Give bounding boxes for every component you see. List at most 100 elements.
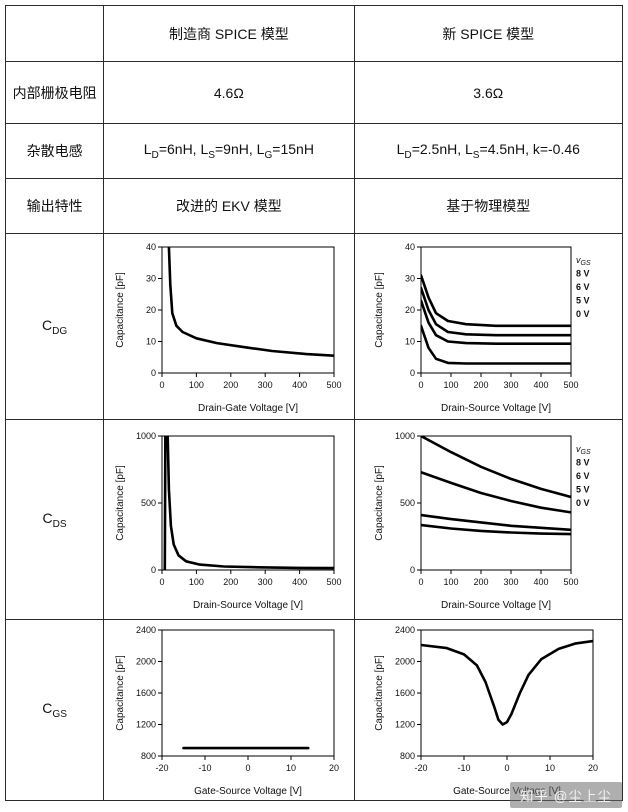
svg-text:2000: 2000 [395, 657, 415, 667]
cgs-manufacturer-chart-cell: -20 -10 0 10 20 800 1200 1600 2000 2400 Gate-Sourc… [103, 619, 355, 801]
svg-text:1200: 1200 [136, 720, 156, 730]
svg-text:Drain-Source Voltage [V]: Drain-Source Voltage [V] [193, 600, 303, 611]
svg-text:-20: -20 [155, 763, 168, 773]
output-characteristics-new: 基于物理模型 [353, 178, 624, 234]
svg-text:500: 500 [326, 380, 341, 390]
svg-text:1000: 1000 [395, 431, 415, 441]
svg-text:0: 0 [245, 763, 250, 773]
svg-text:Capacitance [pF]: Capacitance [pF] [115, 271, 126, 347]
svg-text:20: 20 [329, 763, 339, 773]
table-row: 内部栅极电阻 4.6Ω 3.6Ω [4, 61, 624, 124]
svg-text:0: 0 [151, 565, 156, 575]
header-new-model: 新 SPICE 模型 [353, 5, 624, 62]
svg-text:-20: -20 [415, 763, 428, 773]
svg-text:200: 200 [474, 380, 489, 390]
svg-text:Drain-Source Voltage [V]: Drain-Source Voltage [V] [441, 600, 551, 611]
svg-text:20: 20 [588, 763, 598, 773]
svg-text:Drain-Gate Voltage [V]: Drain-Gate Voltage [V] [198, 403, 298, 414]
svg-text:2400: 2400 [395, 625, 415, 635]
svg-text:1200: 1200 [395, 720, 415, 730]
svg-text:Capacitance [pF]: Capacitance [pF] [115, 464, 126, 540]
cgs-new-chart: -20 -10 0 10 20 800 1200 1600 2000 2400 Gate-Sourc… [374, 625, 598, 797]
svg-text:400: 400 [534, 380, 549, 390]
svg-text:10: 10 [286, 763, 296, 773]
svg-text:Gate-Source Voltage [V]: Gate-Source Voltage [V] [453, 786, 561, 797]
svg-text:100: 100 [189, 577, 204, 587]
svg-text:2400: 2400 [136, 625, 156, 635]
cgs-manufacturer-chart: -20 -10 0 10 20 800 1200 1600 2000 2400 Gate-Sourc… [115, 625, 339, 797]
svg-text:0: 0 [159, 577, 164, 587]
svg-text:0: 0 [410, 565, 415, 575]
svg-text:5 V: 5 V [576, 484, 590, 494]
cdg-new-chart-cell: 0 100 200 300 400 500 0 10 20 30 40 Drain-Source Vo… [353, 233, 624, 420]
svg-text:0: 0 [159, 380, 164, 390]
svg-text:vGS: vGS [576, 255, 591, 267]
svg-text:500: 500 [564, 577, 579, 587]
svg-text:Drain-Source Voltage [V]: Drain-Source Voltage [V] [441, 403, 551, 414]
svg-text:400: 400 [292, 380, 307, 390]
cdg-manufacturer-chart-cell: 0 100 200 300 400 500 0 10 20 30 40 Drain-Gate Volt… [103, 233, 355, 420]
row-label-stray-inductance: 杂散电感 [4, 123, 105, 179]
table-row: CDS 0 100 200 300 400 500 0 500 1000 Drain-Source… [4, 419, 624, 620]
svg-text:20: 20 [146, 305, 156, 315]
svg-text:Capacitance [pF]: Capacitance [pF] [115, 655, 126, 731]
svg-text:-10: -10 [458, 763, 471, 773]
svg-text:1600: 1600 [136, 688, 156, 698]
svg-text:5 V: 5 V [576, 295, 590, 305]
row-label-output-characteristics: 输出特性 [4, 178, 105, 234]
svg-text:300: 300 [258, 577, 273, 587]
svg-text:300: 300 [504, 380, 519, 390]
cds-manufacturer-chart: 0 100 200 300 400 500 0 500 1000 Drain-Source Vol… [115, 431, 342, 611]
comparison-table: 制造商 SPICE 模型 新 SPICE 模型 内部栅极电阻 4.6Ω 3.6Ω… [4, 5, 624, 801]
row-label-cdg: CDG [4, 233, 105, 420]
svg-text:500: 500 [326, 577, 341, 587]
svg-text:30: 30 [405, 273, 415, 283]
cdg-manufacturer-chart: 0 100 200 300 400 500 0 10 20 30 40 Drain-Gate Volt… [115, 242, 342, 414]
svg-text:200: 200 [223, 380, 238, 390]
svg-text:1000: 1000 [136, 431, 156, 441]
svg-text:1600: 1600 [395, 688, 415, 698]
svg-text:400: 400 [534, 577, 549, 587]
table-header-row: 制造商 SPICE 模型 新 SPICE 模型 [4, 5, 624, 62]
svg-text:500: 500 [400, 498, 415, 508]
table-row: 杂散电感 LD=6nH, LS=9nH, LG=15nH LD=2.5nH, L… [4, 123, 624, 179]
cgs-new-chart-cell: -20 -10 0 10 20 800 1200 1600 2000 2400 Gate-Sourc… [353, 619, 624, 801]
gate-resistance-new: 3.6Ω [353, 61, 624, 124]
svg-text:Capacitance [pF]: Capacitance [pF] [374, 464, 385, 540]
svg-text:200: 200 [474, 577, 489, 587]
svg-text:30: 30 [146, 273, 156, 283]
row-label-cds: CDS [4, 419, 105, 620]
svg-text:0: 0 [410, 368, 415, 378]
svg-text:10: 10 [545, 763, 555, 773]
svg-text:100: 100 [189, 380, 204, 390]
svg-text:0 V: 0 V [576, 498, 590, 508]
row-label-cgs: CGS [4, 619, 105, 801]
svg-text:0: 0 [151, 368, 156, 378]
svg-text:300: 300 [258, 380, 273, 390]
svg-text:Capacitance [pF]: Capacitance [pF] [374, 271, 385, 347]
stray-inductance-manufacturer: LD=6nH, LS=9nH, LG=15nH [103, 123, 355, 179]
gate-resistance-manufacturer: 4.6Ω [103, 61, 355, 124]
svg-text:300: 300 [504, 577, 519, 587]
svg-text:10: 10 [146, 336, 156, 346]
svg-text:100: 100 [444, 380, 459, 390]
svg-text:20: 20 [405, 305, 415, 315]
svg-text:40: 40 [405, 242, 415, 252]
table-row: CDG 0 100 200 300 400 500 0 10 20 30 40 Drain-Gate … [4, 233, 624, 420]
header-empty-cell [4, 5, 105, 62]
output-characteristics-manufacturer: 改进的 EKV 模型 [103, 178, 355, 234]
row-label-gate-resistance: 内部栅极电阻 [4, 61, 105, 124]
svg-text:0: 0 [419, 577, 424, 587]
svg-text:10: 10 [405, 336, 415, 346]
svg-text:800: 800 [400, 751, 415, 761]
svg-text:0: 0 [505, 763, 510, 773]
table-row: CGS -20 -10 0 10 20 800 1200 1600 2000 2400 Gate-S… [4, 619, 624, 801]
svg-text:6 V: 6 V [576, 282, 590, 292]
svg-text:6 V: 6 V [576, 471, 590, 481]
cds-new-chart: 0 100 200 300 400 500 0 500 1000 Drain-Source Vol… [374, 431, 591, 611]
table-row: 输出特性 改进的 EKV 模型 基于物理模型 [4, 178, 624, 234]
cds-new-chart-cell: 0 100 200 300 400 500 0 500 1000 Drain-Source Vol… [353, 419, 624, 620]
cdg-new-chart: 0 100 200 300 400 500 0 10 20 30 40 Drain-Source Vo… [374, 242, 591, 414]
svg-text:0 V: 0 V [576, 309, 590, 319]
svg-text:500: 500 [141, 498, 156, 508]
